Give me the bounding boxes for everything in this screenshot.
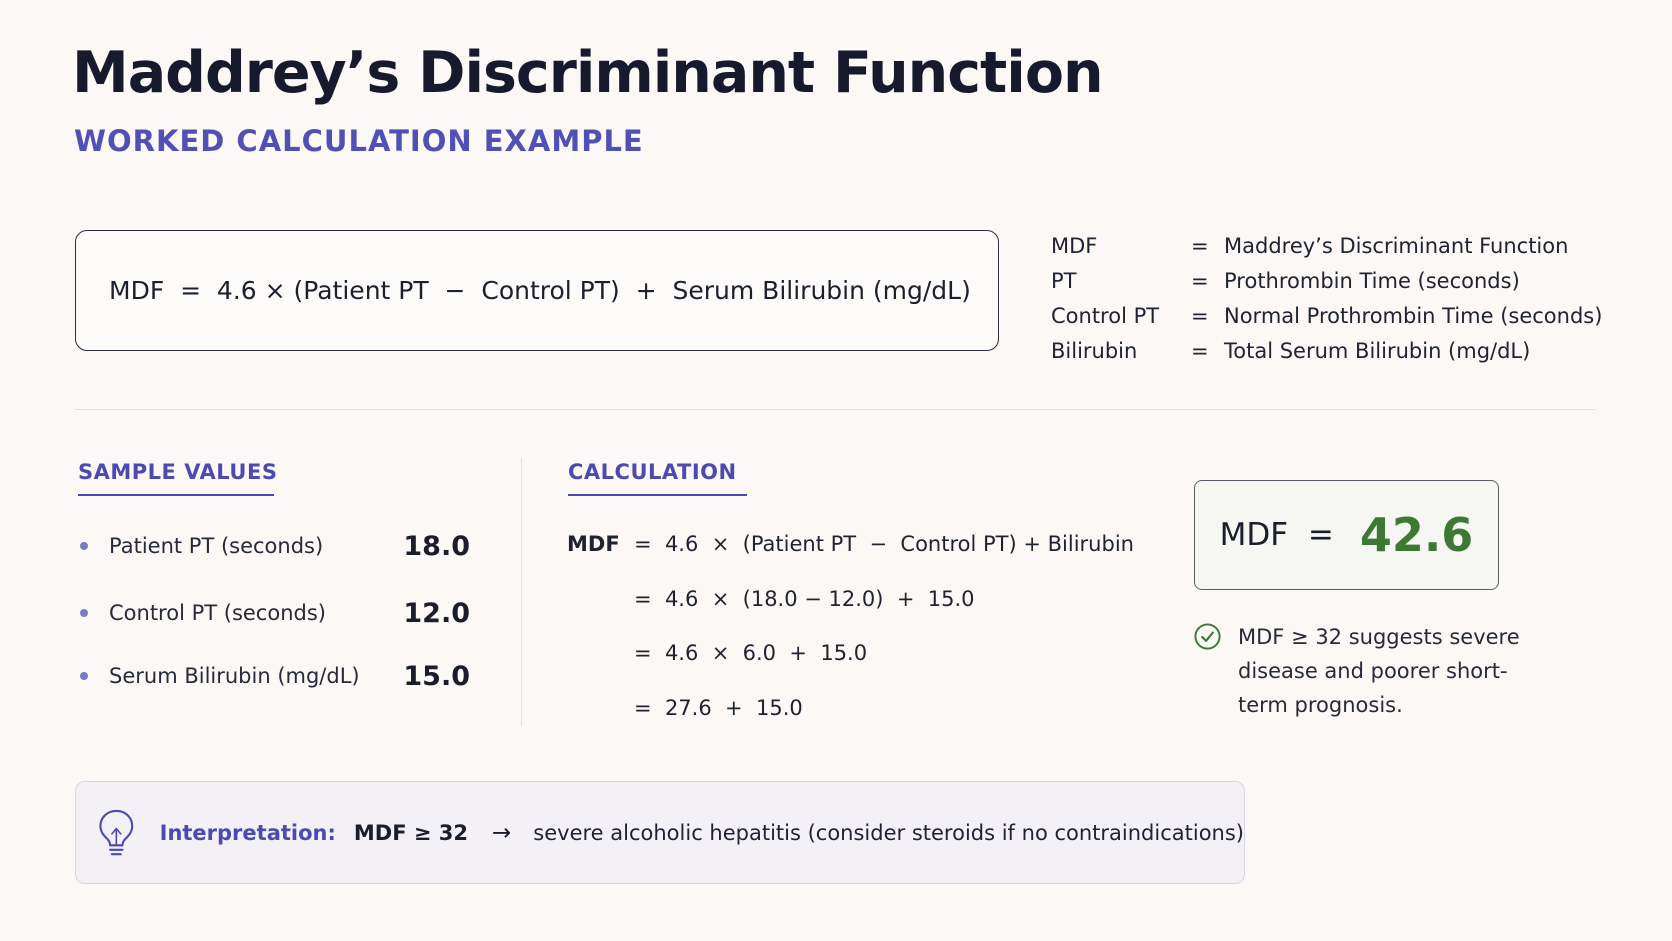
definition-term: Bilirubin: [1051, 338, 1138, 363]
sample-label: Patient PT (seconds): [109, 534, 324, 558]
bullet-icon: [80, 672, 88, 680]
definition-row: PT = Prothrombin Time (seconds): [1051, 263, 1602, 298]
bullet-icon: [80, 609, 88, 617]
result-box: MDF = 42.6: [1194, 480, 1499, 590]
definition-term: Control PT: [1051, 303, 1160, 328]
calculation-heading-text: CALCULATION: [568, 460, 737, 484]
calculation-line: MDF: [567, 532, 620, 556]
definition-equals: =: [1191, 233, 1209, 258]
sample-values-heading: SAMPLE VALUES: [78, 460, 278, 496]
calculation-line: = 27.6 + 15.0: [634, 696, 803, 720]
definition-row: Control PT = Normal Prothrombin Time (se…: [1051, 298, 1602, 333]
definitions-list: MDF = Maddrey’s Discriminant Function PT…: [1051, 228, 1602, 368]
definition-row: Bilirubin = Total Serum Bilirubin (mg/dL…: [1051, 333, 1602, 368]
sample-value: 15.0: [403, 660, 470, 692]
result-label: MDF =: [1219, 517, 1334, 553]
heading-underline: [568, 494, 747, 496]
bullet-icon: [80, 542, 88, 550]
result-value: 42.6: [1359, 508, 1474, 562]
definition-description: Maddrey’s Discriminant Function: [1224, 233, 1569, 258]
definition-equals: =: [1191, 268, 1209, 293]
result-note: MDF ≥ 32 suggests severe disease and poo…: [1193, 620, 1538, 722]
sample-label: Control PT (seconds): [109, 601, 326, 625]
definition-description: Prothrombin Time (seconds): [1224, 268, 1520, 293]
interpretation-label: Interpretation:: [159, 820, 336, 845]
definition-description: Total Serum Bilirubin (mg/dL): [1224, 338, 1531, 363]
sample-item: Patient PT (seconds) 18.0: [80, 526, 470, 566]
check-circle-icon: [1194, 623, 1221, 650]
definition-row: MDF = Maddrey’s Discriminant Function: [1051, 228, 1602, 263]
page-title: Maddrey’s Discriminant Function: [72, 40, 1104, 106]
definition-equals: =: [1191, 338, 1209, 363]
calculation-line: = 4.6 × 6.0 + 15.0: [634, 641, 868, 665]
interpretation-box: Interpretation: MDF ≥ 32 → severe alcoho…: [75, 781, 1245, 884]
definition-term: PT: [1051, 268, 1077, 293]
column-separator: [521, 458, 522, 726]
definition-description: Normal Prothrombin Time (seconds): [1224, 303, 1603, 328]
calculation-heading: CALCULATION: [568, 460, 747, 496]
section-divider: [75, 409, 1596, 410]
calculation-line: = 4.6 × (Patient PT − Control PT) + Bili…: [634, 532, 1134, 556]
result-note-text: MDF ≥ 32 suggests severe disease and poo…: [1238, 625, 1520, 717]
definition-term: MDF: [1051, 233, 1098, 258]
sample-value: 18.0: [403, 530, 470, 562]
page-subtitle: WORKED CALCULATION EXAMPLE: [74, 124, 644, 158]
arrow-right-icon: →: [492, 819, 512, 846]
calculation-lhs: MDF: [567, 532, 620, 556]
sample-item: Serum Bilirubin (mg/dL) 15.0: [80, 656, 470, 696]
lightbulb-icon: [99, 809, 134, 855]
sample-label: Serum Bilirubin (mg/dL): [109, 664, 360, 688]
interpretation-condition: MDF ≥ 32: [353, 820, 469, 845]
calculation-line: = 4.6 × (18.0 − 12.0) + 15.0: [634, 587, 975, 611]
formula-box: MDF = 4.6 × (Patient PT − Control PT) + …: [75, 230, 999, 351]
definition-equals: =: [1191, 303, 1209, 328]
sample-values-heading-text: SAMPLE VALUES: [78, 460, 278, 484]
sample-item: Control PT (seconds) 12.0: [80, 593, 470, 633]
interpretation-text: severe alcoholic hepatitis (consider ste…: [533, 820, 1244, 845]
heading-underline: [78, 494, 274, 496]
formula-text: MDF = 4.6 × (Patient PT − Control PT) + …: [109, 276, 971, 305]
sample-value: 12.0: [403, 597, 470, 629]
